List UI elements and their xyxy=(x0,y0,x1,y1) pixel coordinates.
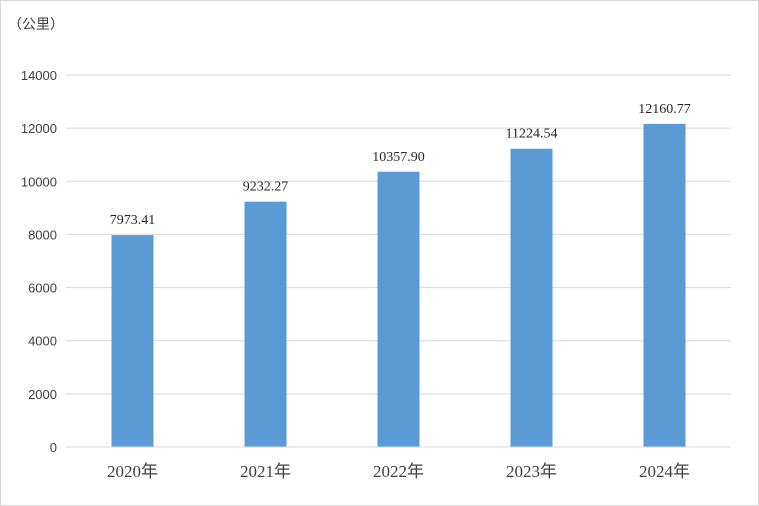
data-label: 7973.41 xyxy=(110,213,156,228)
y-tick-label: 0 xyxy=(50,440,57,455)
x-tick-label: 2024年 xyxy=(639,462,690,481)
unit-label: （公里） xyxy=(8,17,64,33)
y-tick-label: 10000 xyxy=(21,174,57,189)
bar xyxy=(111,235,154,447)
y-tick-label: 4000 xyxy=(28,334,57,349)
bar xyxy=(377,171,420,447)
data-labels: 7973.41 9232.27 10357.90 11224.54 12160.77 xyxy=(110,102,691,228)
x-tick-label: 2023年 xyxy=(506,462,557,481)
data-label: 9232.27 xyxy=(243,180,289,195)
data-label: 11224.54 xyxy=(506,127,558,142)
y-tick-label: 14000 xyxy=(21,68,57,83)
y-axis-ticks: 0 2000 4000 6000 8000 10000 12000 14000 xyxy=(21,68,57,455)
bar xyxy=(510,148,553,448)
data-label: 12160.77 xyxy=(638,102,691,117)
x-tick-label: 2022年 xyxy=(373,462,424,481)
bar xyxy=(643,123,686,447)
bars xyxy=(111,123,686,448)
bar xyxy=(244,201,287,447)
y-tick-label: 8000 xyxy=(28,227,57,242)
data-label: 10357.90 xyxy=(372,150,425,165)
y-tick-label: 6000 xyxy=(28,281,57,296)
x-tick-label: 2020年 xyxy=(107,462,158,481)
y-tick-label: 12000 xyxy=(21,121,57,136)
y-tick-label: 2000 xyxy=(28,387,57,402)
x-tick-label: 2021年 xyxy=(240,462,291,481)
x-axis-ticks: 2020年 2021年 2022年 2023年 2024年 xyxy=(107,462,690,481)
